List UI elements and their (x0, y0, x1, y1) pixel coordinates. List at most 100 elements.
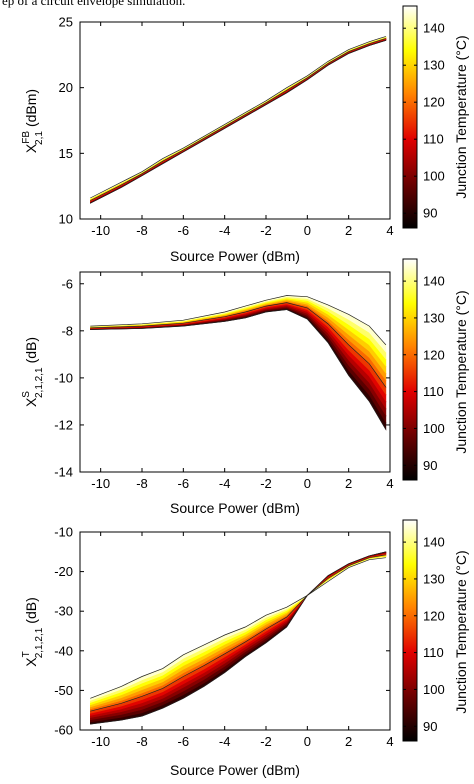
series-line (90, 557, 386, 699)
colorbar-2: 90 100 110 120 130 140 (402, 258, 445, 481)
y-axis-label-2: XS 2,1,2,1 (dB) (21, 337, 45, 407)
colorbar-gradient (402, 258, 418, 481)
colorbar-tick-label: 90 (423, 206, 437, 221)
ylabel-sup-2: S (21, 391, 32, 398)
x-tick-label: -4 (219, 734, 231, 749)
temperature-band (90, 35, 387, 204)
x-tick-label: 2 (345, 223, 352, 238)
x-tick-label: 4 (386, 223, 393, 238)
x-tick-label: -10 (91, 476, 110, 491)
x-tick-label: -2 (260, 223, 272, 238)
y-tick-label: 10 (59, 212, 73, 227)
y-tick-label: -50 (54, 683, 73, 698)
x-axis-label-2: Source Power (dBm) (170, 500, 300, 516)
ylabel-unit-1: (dBm) (23, 89, 39, 127)
y-tick-label: -40 (54, 643, 73, 658)
series-line (90, 302, 387, 388)
colorbar-tick-label: 120 (423, 608, 445, 623)
chart-area-2: -10 -8 -6 -4 -2 0 2 4 -14 -12 -10 -8 -6 (54, 271, 394, 491)
colorbar-tick-label: 110 (423, 645, 444, 660)
y-tick-label: 20 (59, 80, 73, 95)
colorbar-3: 90 100 110 120 130 140 (402, 519, 445, 742)
series-line (90, 38, 387, 201)
colorbar-gradient (402, 519, 418, 742)
y-tick-label: -60 (54, 723, 73, 738)
x-tick-label: -2 (260, 476, 272, 491)
plot-background (80, 272, 390, 472)
x-tick-label: 2 (345, 476, 352, 491)
colorbar-label-3: Junction Temperature (°C) (453, 550, 469, 713)
y-tick-label: 15 (59, 146, 73, 161)
temperature-band (90, 551, 387, 725)
colorbar-tick-label: 140 (423, 21, 445, 36)
y-tick-label: -20 (54, 564, 73, 579)
colorbar-tick-label: 110 (423, 384, 444, 399)
axes-box (79, 21, 391, 220)
y-tick-label: 25 (59, 15, 73, 30)
colorbar-tick-label: 100 (423, 682, 445, 697)
svg-text:XS2,1,2,1(dB): XS 2,1,2,1 (dB) (21, 337, 45, 407)
ylabel-sub-1: 2,1 (34, 131, 45, 145)
y-tick-label: -6 (61, 276, 73, 291)
ylabel-unit-3: (dB) (23, 597, 39, 623)
x-tick-label: -6 (178, 476, 190, 491)
axes-box (79, 531, 391, 731)
y-tick-label: -12 (54, 417, 73, 432)
panel-scattering: -10 -8 -6 -4 -2 0 2 4 -14 -12 -10 -8 -6 XS 2,1,2,1 (dB… (21, 258, 469, 516)
colorbar-tick-label: 120 (423, 347, 445, 362)
colorbar-tick-label: 100 (423, 421, 445, 436)
ylabel-sub-2: 2,1,2,1 (34, 367, 45, 398)
colorbar-tick-label: 130 (423, 571, 445, 586)
ylabel-main-3: X (23, 657, 39, 667)
x-tick-label: 4 (386, 476, 393, 491)
colorbar-tick-label: 140 (423, 274, 445, 289)
svg-text:XT2,1,2,1(dB): XT 2,1,2,1 (dB) (21, 597, 45, 667)
colorbar-label-2: Junction Temperature (°C) (453, 290, 469, 453)
y-axis-label-1: XFB 2,1 (dBm) (21, 89, 45, 153)
x-axis-label-3: Source Power (dBm) (170, 762, 300, 778)
panel-transfer: -10 -8 -6 -4 -2 0 2 4-60-50-40-30-20-10 XT 2,1,2… (21, 519, 469, 778)
series-line (90, 309, 387, 430)
x-tick-label: -8 (136, 476, 148, 491)
y-tick-label: -14 (54, 465, 73, 480)
x-tick-label: -8 (136, 223, 148, 238)
colorbar-tick-label: 110 (423, 132, 444, 147)
x-tick-label: 4 (386, 734, 393, 749)
x-tick-label: -6 (178, 223, 190, 238)
figure-caption: ep of a circuit envelope simulation. (2, 0, 186, 8)
panel-feedback: -10 -8 -6 -4 -2 0 2 4 10 15 20 25 XFB 2,1 (dBm) Sourc… (21, 5, 469, 264)
chart-area-1: -10 -8 -6 -4 -2 0 2 4 10 15 20 25 (59, 15, 394, 239)
y-tick-label: -30 (54, 604, 73, 619)
series-line (90, 551, 386, 725)
ylabel-main-2: X (23, 397, 39, 407)
x-tick-label: -10 (91, 223, 110, 238)
axes-box (79, 271, 391, 473)
x-tick-label: 0 (304, 734, 311, 749)
chart-area-3: -10 -8 -6 -4 -2 0 2 4-60-50-40-30-20-10 (54, 525, 393, 750)
ylabel-sup-1: FB (21, 131, 32, 144)
colorbar-label-1: Junction Temperature (°C) (453, 35, 469, 198)
colorbar-tick-label: 130 (423, 310, 445, 325)
x-tick-label: -10 (91, 734, 110, 749)
y-axis-label-3: XT 2,1,2,1 (dB) (21, 597, 45, 667)
x-tick-label: -4 (219, 476, 231, 491)
colorbar-tick-label: 140 (423, 535, 445, 550)
colorbar-tick-label: 120 (423, 95, 445, 110)
ylabel-unit-2: (dB) (23, 337, 39, 363)
ylabel-main-1: X (23, 143, 39, 153)
x-axis-label-1: Source Power (dBm) (170, 248, 300, 264)
series-line (90, 554, 386, 712)
x-tick-label: -4 (219, 223, 231, 238)
x-tick-label: 0 (304, 223, 311, 238)
colorbar-tick-label: 100 (423, 169, 445, 184)
colorbar-tick-label: 130 (423, 58, 445, 73)
colorbar-tick-label: 90 (423, 458, 437, 473)
series-line (90, 40, 387, 204)
x-tick-label: 0 (304, 476, 311, 491)
colorbar-gradient (402, 5, 418, 229)
temperature-band (90, 295, 387, 431)
x-tick-label: -2 (260, 734, 272, 749)
x-tick-label: -8 (136, 734, 148, 749)
